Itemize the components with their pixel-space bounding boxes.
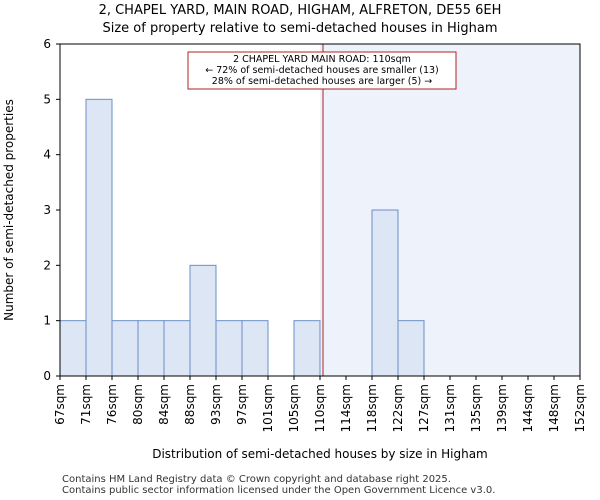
annotation-line-1: 2 CHAPEL YARD MAIN ROAD: 110sqm [233,54,411,65]
footer-licence: Contains public sector information licen… [62,485,496,496]
x-tick-label: 105sqm [287,384,301,432]
y-tick-label: 5 [43,92,51,106]
x-tick-label: 101sqm [261,384,275,432]
histogram-bar [293,320,321,377]
y-tick-label: 3 [43,203,51,217]
histogram-bar [241,320,269,377]
y-tick-label: 2 [43,258,51,272]
y-tick-label: 0 [43,369,51,383]
histogram-bar [85,98,113,377]
x-tick-label: 76sqm [105,384,119,425]
y-tick-label: 6 [43,37,51,51]
x-tick-label: 71sqm [79,384,93,425]
histogram-bar [371,209,399,377]
x-tick-label: 93sqm [209,384,223,425]
annotation-line-2: ← 72% of semi-detached houses are smalle… [205,65,439,76]
x-tick-label: 84sqm [157,384,171,425]
histogram-bar [189,264,217,377]
x-tick-label: 110sqm [313,384,327,432]
histogram-bar [111,320,139,377]
histogram-bar [137,320,165,377]
x-tick-label: 114sqm [339,384,353,432]
x-tick-label: 152sqm [573,384,587,432]
histogram-bar [215,320,243,377]
x-tick-label: 97sqm [235,384,249,425]
annotation-line-3: 28% of semi-detached houses are larger (… [212,76,432,87]
annotation-box: 2 CHAPEL YARD MAIN ROAD: 110sqm ← 72% of… [187,51,457,90]
histogram-bar [397,320,425,377]
x-axis-label: Distribution of semi-detached houses by … [152,447,488,461]
x-tick-label: 139sqm [495,384,509,432]
x-tick-label: 88sqm [183,384,197,425]
x-tick-label: 67sqm [53,384,67,425]
x-tick-label: 135sqm [469,384,483,432]
histogram-bar [163,320,191,377]
x-tick-label: 131sqm [443,384,457,432]
x-tick-label: 148sqm [547,384,561,432]
footer-copyright: Contains HM Land Registry data © Crown c… [62,474,451,485]
histogram-bar [59,320,87,377]
y-tick-label: 1 [43,314,51,328]
x-tick-label: 127sqm [417,384,431,432]
x-tick-label: 122sqm [391,384,405,432]
chart-subtitle: Size of property relative to semi-detach… [102,21,498,36]
highlight-region [320,44,580,376]
x-tick-label: 80sqm [131,384,145,425]
chart-title: 2, CHAPEL YARD, MAIN ROAD, HIGHAM, ALFRE… [98,3,502,18]
x-tick-label: 118sqm [365,384,379,432]
y-tick-label: 4 [43,148,51,162]
y-axis-label: Number of semi-detached properties [2,99,16,321]
x-tick-label: 144sqm [521,384,535,432]
